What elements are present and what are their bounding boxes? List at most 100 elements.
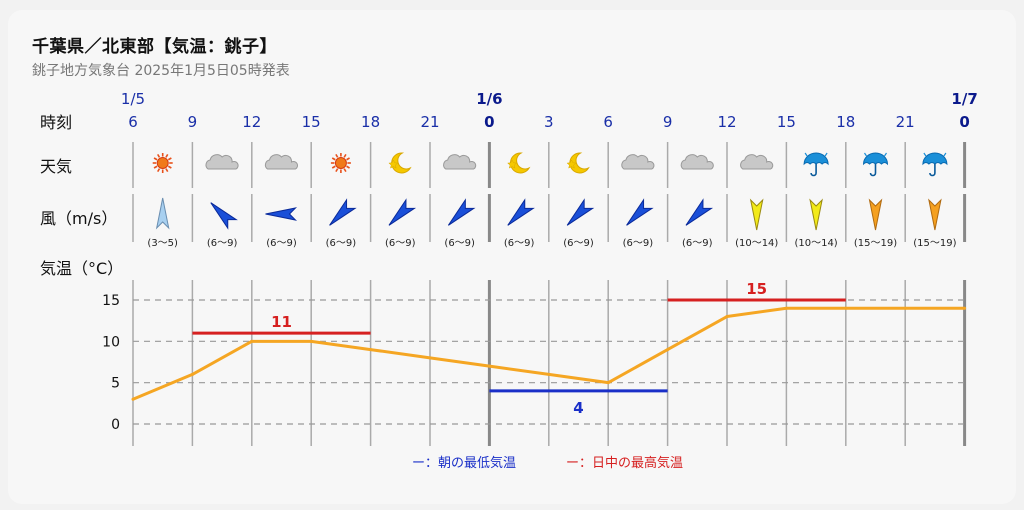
wind-speed-label: (6～9) <box>266 238 297 249</box>
day-label: 1/7 <box>951 90 977 108</box>
umbrella-icon <box>862 152 889 177</box>
sun-ray <box>335 168 339 173</box>
wind-arrow-shape <box>210 202 238 230</box>
sun-ray <box>153 157 158 161</box>
cloud-shape <box>680 154 714 170</box>
y-tick-label: 10 <box>102 334 120 350</box>
wind-arrow-icon <box>507 198 535 226</box>
sun-icon <box>152 153 173 173</box>
temp-point <box>725 315 729 319</box>
sun-ray <box>167 165 172 169</box>
cloud-shape <box>443 154 477 170</box>
wind-arrow-shape <box>155 197 170 230</box>
temp-point <box>250 339 254 343</box>
wind-speed-label: (6～9) <box>682 238 713 249</box>
row-label-weather: 天気 <box>40 157 72 176</box>
forecast-card <box>8 10 1016 504</box>
wind-arrow-shape <box>809 198 823 231</box>
hour-label: 21 <box>896 113 915 131</box>
umbrella-icon <box>922 152 948 177</box>
cloud-icon <box>680 154 714 170</box>
temp-point <box>428 356 432 360</box>
wind-arrow-icon <box>868 198 883 231</box>
row-label-temp: 気温（°C） <box>40 259 123 278</box>
temp-point <box>606 381 610 385</box>
day-label: 1/5 <box>121 90 145 108</box>
wind-arrow-shape <box>507 198 535 226</box>
sun-ray <box>153 165 158 169</box>
day-label: 1/6 <box>476 90 502 108</box>
wind-arrow-icon <box>388 198 417 226</box>
cloud-icon <box>264 154 298 170</box>
wind-speed-label: (3～5) <box>147 238 178 249</box>
wind-arrow-icon <box>566 198 595 226</box>
cloud-shape <box>621 154 655 170</box>
moon-icon <box>388 152 412 174</box>
hour-label: 21 <box>420 113 439 131</box>
wind-arrow-shape <box>447 198 476 226</box>
sun-ray <box>346 165 350 169</box>
sun-ray <box>165 168 169 173</box>
y-tick-label: 15 <box>102 293 120 309</box>
sun-ray <box>157 153 161 158</box>
wind-arrow-shape <box>685 198 714 226</box>
hour-label: 15 <box>302 113 321 131</box>
sun-ray <box>331 157 336 161</box>
sun-icon <box>330 153 351 173</box>
wind-speed-label: (6～9) <box>444 238 475 249</box>
moon-shape <box>510 152 531 174</box>
page-title: 千葉県／北東部【気温：銚子】 <box>32 37 277 57</box>
wind-arrow-icon <box>685 198 714 226</box>
hour-label: 12 <box>717 113 736 131</box>
wind-arrow-shape <box>329 198 357 226</box>
row-label-time: 時刻 <box>40 113 72 132</box>
legend-low: ー：朝の最低気温 <box>412 455 516 471</box>
moon-shape <box>391 152 412 174</box>
temp-point <box>963 306 967 310</box>
wind-arrow-shape <box>749 198 764 231</box>
wind-arrow-icon <box>329 198 357 226</box>
wind-speed-label: (6～9) <box>504 238 535 249</box>
wind-arrow-icon <box>155 197 170 230</box>
moon-icon <box>507 152 531 174</box>
temp-point <box>903 306 907 310</box>
wind-speed-label: (6～9) <box>623 238 654 249</box>
hour-label: 0 <box>959 113 969 131</box>
temp-point <box>369 348 373 352</box>
rain-drops <box>923 152 947 157</box>
sun-ray <box>157 168 161 173</box>
wind-speed-label: (6～9) <box>207 238 238 249</box>
wind-speed-label: (10～14) <box>735 238 778 249</box>
hour-label: 15 <box>777 113 796 131</box>
hour-label: 18 <box>836 113 855 131</box>
row-label-wind: 風（m/s） <box>40 209 117 228</box>
umbrella-canopy <box>922 152 948 166</box>
issued-subtitle: 銚子地方気象台 2025年1月5日05時発表 <box>32 63 290 79</box>
max-temp-label: 15 <box>746 280 767 298</box>
sun-disc <box>334 157 347 169</box>
umbrella-canopy <box>862 152 889 166</box>
wind-arrow-shape <box>566 198 595 226</box>
wind-arrow-icon <box>809 198 823 231</box>
legend-high: ー：日中の最高気温 <box>566 455 683 471</box>
wind-speed-label: (6～9) <box>563 238 594 249</box>
cloud-shape <box>205 154 239 170</box>
star-shape <box>388 159 399 169</box>
wind-arrow-icon <box>265 207 298 221</box>
sun-ray <box>335 153 339 158</box>
cloud-shape <box>264 154 298 170</box>
sun-ray <box>343 168 347 173</box>
temp-point <box>190 372 194 376</box>
y-tick-label: 5 <box>111 376 120 392</box>
temp-point <box>309 339 313 343</box>
temp-point <box>666 348 670 352</box>
temp-point <box>547 372 551 376</box>
min-temp-label: 4 <box>573 399 583 417</box>
star-shape <box>566 159 577 169</box>
sun-ray <box>167 157 172 161</box>
y-tick-label: 0 <box>111 417 120 433</box>
wind-arrow-icon <box>447 198 476 226</box>
wind-arrow-icon <box>210 202 238 230</box>
cloud-icon <box>740 154 774 170</box>
umbrella-handle <box>869 164 877 177</box>
